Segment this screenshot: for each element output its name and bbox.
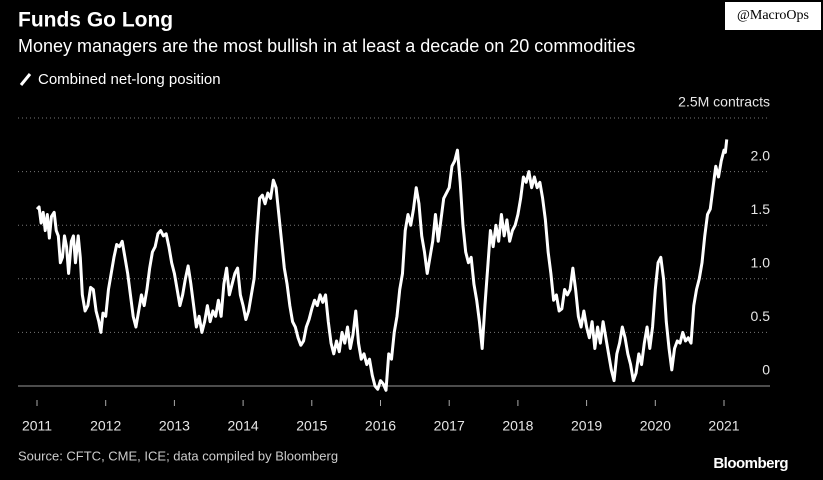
x-tick-label: 2014 xyxy=(228,418,259,434)
x-tick-label: 2013 xyxy=(159,418,190,434)
watermark-box xyxy=(725,2,821,30)
x-tick-label: 2021 xyxy=(708,418,739,434)
x-tick-label: 2015 xyxy=(296,418,327,434)
x-tick-label: 2019 xyxy=(571,418,602,434)
y-tick-label: 2.0 xyxy=(751,147,771,163)
data-line xyxy=(35,139,729,392)
y-tick-label: 1.0 xyxy=(751,255,771,271)
x-tick-label: 2016 xyxy=(365,418,396,434)
source-note: Source: CFTC, CME, ICE; data compiled by… xyxy=(18,448,338,463)
chart-subtitle: Money managers are the most bullish in a… xyxy=(18,36,635,56)
x-tick-label: 2018 xyxy=(502,418,533,434)
legend-swatch xyxy=(19,73,32,86)
legend-label: Combined net-long position xyxy=(38,71,221,88)
watermark: @MacroOps xyxy=(737,8,809,23)
x-tick-label: 2020 xyxy=(640,418,671,434)
x-tick-label: 2012 xyxy=(90,418,121,434)
x-tick-label: 2017 xyxy=(434,418,465,434)
brand-logo: Bloomberg xyxy=(713,455,788,472)
chart-title: Funds Go Long xyxy=(18,9,173,32)
y-tick-label: 0.5 xyxy=(751,308,771,324)
x-tick-label: 2011 xyxy=(22,418,52,434)
y-tick-label: 0 xyxy=(762,362,770,378)
y-tick-label: 1.5 xyxy=(751,201,771,217)
y-tick-label: 2.5M contracts xyxy=(678,94,770,110)
